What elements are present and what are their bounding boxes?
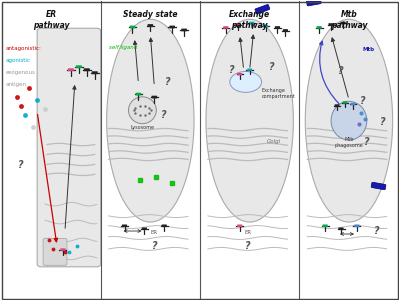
FancyBboxPatch shape (136, 93, 141, 95)
FancyBboxPatch shape (354, 225, 360, 227)
Ellipse shape (230, 71, 262, 92)
FancyBboxPatch shape (322, 225, 328, 227)
FancyBboxPatch shape (162, 225, 167, 227)
Text: antagonistic:: antagonistic: (5, 46, 41, 51)
Text: ER: ER (151, 230, 158, 235)
Text: Golgi: Golgi (266, 139, 280, 144)
Text: ER
pathway: ER pathway (33, 10, 69, 30)
FancyBboxPatch shape (170, 26, 175, 28)
Text: self ligand: self ligand (109, 45, 137, 50)
FancyBboxPatch shape (43, 238, 67, 265)
FancyBboxPatch shape (338, 228, 344, 230)
Text: ?: ? (162, 110, 167, 120)
Text: Exchange
compartment: Exchange compartment (262, 88, 295, 99)
FancyBboxPatch shape (68, 68, 74, 71)
Text: Mtb
phagosome: Mtb phagosome (334, 137, 363, 148)
FancyBboxPatch shape (249, 22, 254, 24)
Ellipse shape (206, 19, 293, 222)
Text: ?: ? (18, 160, 24, 170)
Text: Mtb
pathway: Mtb pathway (331, 10, 367, 30)
Text: ?: ? (166, 77, 171, 87)
Text: Exchange
pathway: Exchange pathway (229, 10, 270, 30)
FancyBboxPatch shape (130, 26, 135, 28)
Text: ?: ? (380, 117, 386, 127)
FancyBboxPatch shape (84, 68, 90, 71)
Text: ?: ? (152, 241, 157, 251)
FancyBboxPatch shape (223, 26, 228, 29)
Ellipse shape (128, 97, 156, 124)
Text: ?: ? (229, 65, 234, 75)
FancyBboxPatch shape (237, 73, 242, 75)
FancyBboxPatch shape (237, 225, 242, 227)
FancyBboxPatch shape (92, 71, 98, 74)
FancyBboxPatch shape (316, 26, 322, 29)
Text: exogenous: exogenous (5, 70, 35, 75)
FancyBboxPatch shape (283, 29, 288, 32)
Text: ?: ? (374, 226, 380, 236)
FancyBboxPatch shape (247, 69, 252, 71)
FancyBboxPatch shape (122, 225, 127, 227)
Text: ?: ? (360, 96, 366, 106)
FancyBboxPatch shape (343, 101, 347, 104)
FancyBboxPatch shape (148, 24, 153, 27)
Text: Mtb: Mtb (363, 47, 375, 51)
FancyBboxPatch shape (328, 23, 334, 26)
FancyBboxPatch shape (181, 29, 187, 31)
Text: Steady state: Steady state (123, 10, 178, 19)
FancyBboxPatch shape (340, 22, 346, 24)
FancyBboxPatch shape (275, 26, 280, 29)
FancyBboxPatch shape (142, 228, 147, 230)
FancyBboxPatch shape (306, 0, 321, 6)
Text: ?: ? (245, 241, 250, 251)
FancyBboxPatch shape (37, 28, 101, 267)
FancyBboxPatch shape (335, 104, 340, 107)
Text: ?: ? (338, 67, 344, 76)
Ellipse shape (107, 19, 194, 222)
FancyBboxPatch shape (350, 103, 355, 105)
Ellipse shape (331, 101, 367, 140)
FancyBboxPatch shape (152, 96, 157, 98)
Text: ?: ? (364, 137, 370, 147)
FancyBboxPatch shape (76, 65, 82, 68)
FancyBboxPatch shape (60, 248, 66, 251)
FancyBboxPatch shape (235, 23, 240, 26)
FancyBboxPatch shape (371, 182, 386, 190)
Text: agonistic: agonistic (5, 58, 30, 63)
FancyBboxPatch shape (263, 25, 268, 27)
Text: antigen: antigen (5, 82, 26, 87)
Text: ER: ER (244, 230, 251, 235)
Text: Lysosome: Lysosome (130, 125, 154, 130)
FancyBboxPatch shape (255, 5, 270, 14)
Text: ?: ? (269, 62, 274, 72)
Ellipse shape (305, 19, 393, 222)
